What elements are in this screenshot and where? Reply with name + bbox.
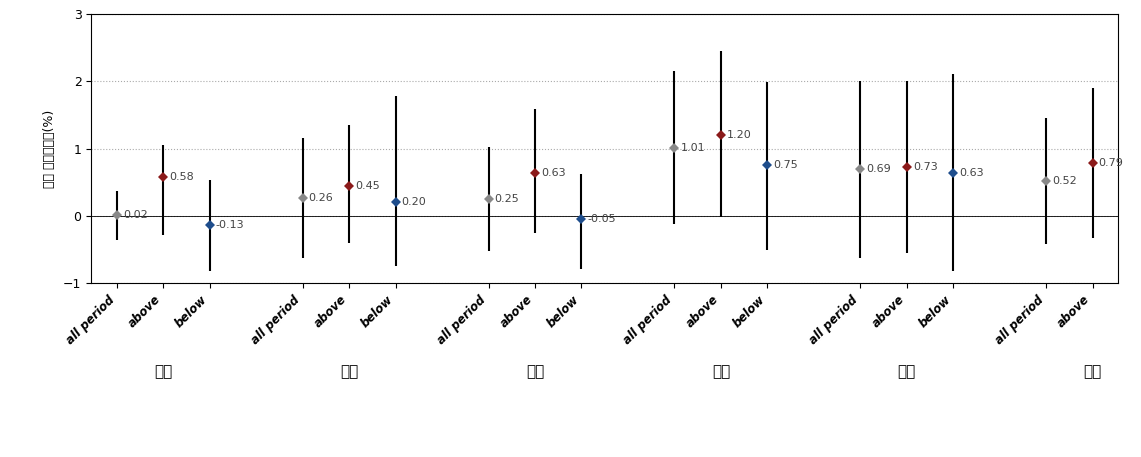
Text: -0.13: -0.13	[216, 220, 244, 230]
Text: 0.02: 0.02	[123, 210, 147, 219]
Text: 0.63: 0.63	[960, 169, 984, 179]
Text: 0.20: 0.20	[402, 197, 427, 207]
Text: 0.75: 0.75	[774, 160, 799, 170]
Text: 0.79: 0.79	[1099, 158, 1124, 168]
Text: 0.69: 0.69	[866, 165, 891, 175]
Text: 1.01: 1.01	[680, 143, 705, 153]
Text: 부산: 부산	[340, 364, 358, 379]
Text: 0.63: 0.63	[541, 169, 566, 179]
Text: 0.73: 0.73	[913, 162, 938, 172]
Text: 울산: 울산	[1084, 364, 1102, 379]
Text: 대전: 대전	[898, 364, 916, 379]
Text: 0.45: 0.45	[355, 181, 380, 191]
Text: 0.52: 0.52	[1052, 176, 1077, 186]
Text: 광주: 광주	[712, 364, 730, 379]
Y-axis label: 임권 발생위험점(%): 임권 발생위험점(%)	[43, 109, 56, 188]
Text: 0.26: 0.26	[309, 193, 333, 203]
Text: 0.25: 0.25	[494, 194, 519, 204]
Text: -0.05: -0.05	[588, 214, 616, 224]
Text: 0.58: 0.58	[169, 172, 194, 182]
Text: 1.20: 1.20	[727, 130, 752, 140]
Text: 인천: 인천	[526, 364, 544, 379]
Text: 서울: 서울	[154, 364, 172, 379]
